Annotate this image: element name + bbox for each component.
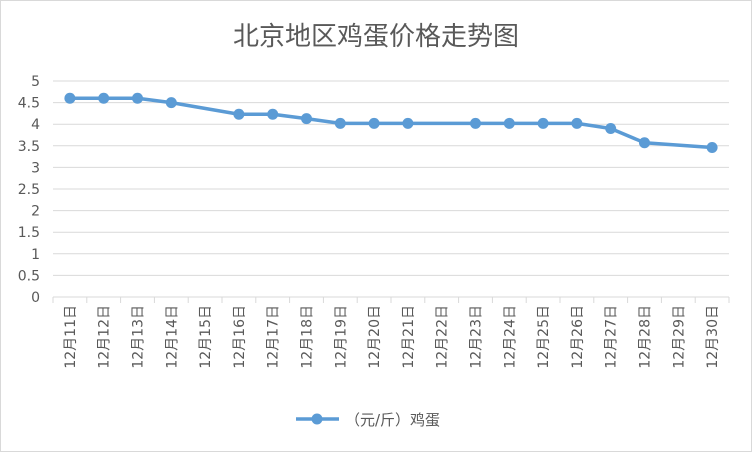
x-tick-label: 12月18日	[300, 305, 316, 369]
legend-label: （元/斤）鸡蛋	[345, 411, 440, 429]
x-tick-label: 12月20日	[367, 305, 383, 369]
data-point	[132, 92, 143, 104]
x-tick-label: 12月12日	[97, 305, 113, 369]
y-tick-label: 0.5	[18, 268, 40, 284]
x-tick-label: 12月27日	[604, 305, 620, 369]
x-tick-label: 12月24日	[502, 305, 518, 369]
y-tick-label: 0	[31, 290, 40, 306]
x-tick-label: 12月13日	[131, 305, 147, 369]
data-point	[98, 92, 110, 104]
data-point	[706, 142, 718, 154]
data-point	[605, 123, 617, 135]
data-point	[334, 117, 346, 129]
data-point	[267, 108, 279, 120]
y-tick-label: 1	[31, 247, 40, 263]
x-tick-label: 12月22日	[435, 305, 451, 369]
x-tick-label: 12月30日	[705, 305, 721, 369]
legend: （元/斤）鸡蛋	[296, 411, 440, 429]
x-axis-ticks: 12月11日 12月12日 12月13日 12月14日 12月15日 12月16日 12月1…	[52, 297, 730, 369]
data-point	[368, 117, 380, 129]
data-point	[571, 117, 583, 129]
y-tick-label: 1.5	[18, 225, 40, 241]
data-point	[233, 108, 245, 120]
data-point	[402, 117, 414, 129]
y-tick-label: 3	[31, 160, 40, 176]
y-tick-label: 2.5	[18, 182, 40, 198]
x-tick-label: 12月28日	[638, 305, 654, 369]
y-tick-label: 5	[31, 74, 40, 90]
data-point	[503, 117, 515, 129]
legend-marker	[311, 413, 323, 425]
y-tick-label: 3.5	[18, 139, 40, 155]
data-point	[165, 97, 177, 109]
x-tick-label: 12月21日	[401, 305, 417, 369]
x-tick-label: 12月19日	[333, 305, 349, 369]
y-tick-label: 2	[31, 204, 40, 220]
x-tick-label: 12月17日	[266, 305, 282, 369]
y-axis-ticks: 0 0.5 1 1.5 2 2.5 3 3.5 4 4.5 5	[18, 74, 40, 306]
gridlines	[53, 80, 729, 298]
x-tick-label: 12月26日	[570, 305, 586, 369]
x-tick-label: 12月11日	[63, 305, 79, 369]
y-tick-label: 4.5	[18, 96, 40, 112]
data-point	[301, 113, 312, 125]
x-tick-label: 12月16日	[232, 305, 248, 369]
chart-title: 北京地区鸡蛋价格走势图	[233, 22, 519, 52]
x-tick-label: 12月23日	[469, 305, 485, 369]
y-tick-label: 4	[31, 117, 40, 133]
data-point	[537, 117, 549, 129]
data-point	[470, 117, 481, 129]
data-point	[639, 137, 650, 149]
series-layer	[64, 92, 718, 154]
x-tick-label: 12月14日	[164, 305, 180, 369]
x-tick-label: 12月25日	[536, 305, 552, 369]
x-tick-label: 12月15日	[198, 305, 214, 369]
data-point	[64, 92, 76, 104]
x-tick-label: 12月29日	[671, 305, 687, 369]
series-line	[68, 96, 714, 150]
